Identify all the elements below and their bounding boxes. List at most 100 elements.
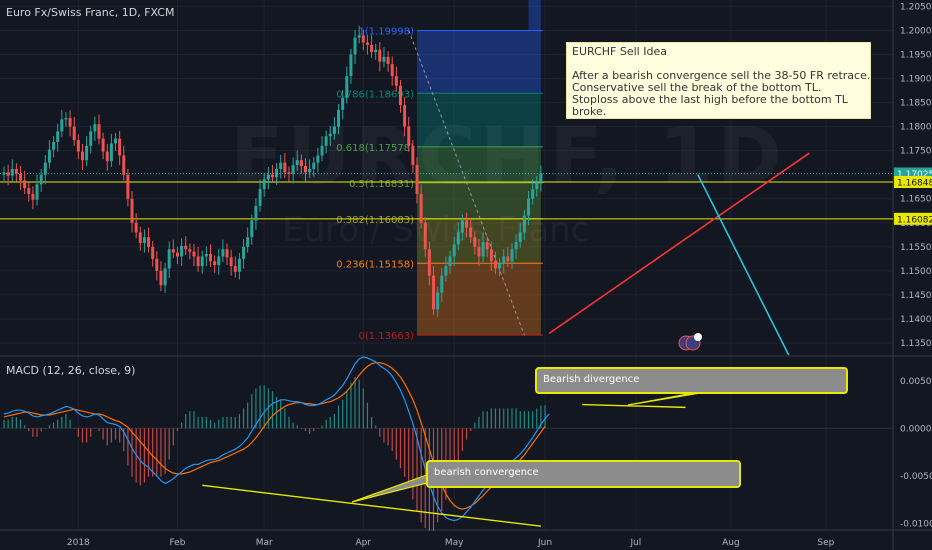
candle-body (320, 145, 324, 156)
price-tick-label: 1.20500 (900, 2, 932, 12)
chart-title[interactable]: Euro Fx/Swiss Franc, 1D, FXCM (6, 6, 175, 19)
macd-histogram-bar (461, 428, 464, 452)
bottom-trendline (548, 152, 810, 335)
idea-note[interactable]: EURCHF Sell Idea After a bearish converg… (566, 42, 871, 119)
macd-histogram-bar (329, 416, 331, 429)
macd-histogram-bar (404, 428, 406, 477)
macd-tick-label: -0.0100 (900, 519, 932, 529)
fib-zone (417, 146, 541, 183)
macd-histogram-bar (242, 408, 245, 429)
macd-histogram-bar (209, 419, 212, 429)
candle-body (427, 249, 431, 276)
macd-histogram-bar (358, 379, 360, 429)
macd-histogram-bar (52, 422, 55, 429)
macd-histogram-bar (94, 428, 96, 429)
price-tick-label: 1.17500 (900, 147, 932, 157)
candle-body (233, 266, 237, 272)
macd-histogram-bar (362, 388, 364, 429)
candle-body (419, 193, 423, 223)
candle-body (361, 35, 365, 43)
date-tick-label: Jun (537, 538, 552, 548)
macd-histogram-bar (292, 422, 294, 429)
candle-body (279, 162, 283, 169)
macd-histogram-bar (193, 411, 195, 429)
macd-histogram-bar (507, 408, 509, 429)
candle-body (312, 162, 316, 169)
macd-label[interactable]: MACD (12, 26, close, 9) (6, 364, 136, 377)
price-tick-label: 1.18500 (900, 99, 932, 109)
macd-histogram-bar (168, 428, 170, 460)
candle-body (242, 246, 246, 259)
price-label: 1.16082 (897, 215, 932, 225)
macd-histogram-bar (379, 428, 381, 437)
candle-body (39, 174, 43, 185)
candle-body (80, 151, 84, 161)
price-label: 1.17025 (897, 170, 932, 180)
macd-histogram-bar (164, 428, 166, 474)
candle-body (31, 193, 35, 200)
candle-body (64, 117, 68, 120)
fib-trend-line (408, 30, 525, 336)
macd-histogram-bar (119, 428, 121, 443)
bearish-convergence-callout[interactable]: bearish convergence (426, 460, 741, 488)
candle-body (138, 232, 142, 243)
candle-body (465, 220, 469, 228)
macd-histogram-bar (370, 416, 373, 429)
candle-body (295, 160, 299, 166)
fib-zone (417, 93, 541, 147)
candle-body (101, 138, 105, 152)
candle-body (502, 256, 506, 264)
macd-histogram-bar (90, 428, 92, 437)
macd-histogram-bar (65, 414, 67, 429)
price-tick-label: 1.14000 (900, 315, 932, 325)
candle-body (370, 44, 374, 53)
macd-histogram-bar (152, 428, 154, 477)
macd-histogram-bar (77, 428, 79, 437)
candle-body (407, 126, 411, 146)
macd-histogram-bar (61, 416, 63, 429)
macd-histogram-bar (375, 425, 377, 429)
candle-body (341, 97, 345, 110)
price-tick-label: 1.20000 (900, 26, 932, 36)
candle-body (76, 140, 80, 152)
macd-histogram-bar (271, 391, 274, 429)
candle-body (56, 131, 60, 142)
macd-histogram-bar (313, 428, 315, 432)
candle-body (93, 124, 97, 132)
candle-body (97, 124, 101, 139)
macd-histogram-bar (114, 428, 117, 440)
candle-body (291, 165, 295, 174)
macd-histogram-bar (395, 428, 397, 460)
candle-body (489, 249, 493, 262)
fib-level-label: 0.382(1.16083) (336, 215, 414, 226)
candle-body (89, 131, 93, 146)
macd-histogram-bar (81, 428, 84, 443)
bearish-divergence-callout[interactable]: Bearish divergence (535, 367, 848, 394)
candle-body (217, 256, 221, 266)
macd-histogram-bar (482, 411, 484, 429)
macd-histogram-bar (317, 428, 319, 429)
candle-body (254, 205, 258, 221)
date-tick-label: Sep (817, 538, 834, 548)
candle-body (167, 249, 171, 269)
macd-histogram-bar (28, 428, 30, 432)
macd-histogram-bar (346, 391, 348, 429)
macd-histogram-bar (284, 408, 286, 429)
candle-body (365, 42, 369, 45)
note-line: Conservative sell the break of the botto… (572, 81, 822, 94)
macd-histogram-bar (36, 428, 38, 437)
macd-convergence-line (202, 484, 541, 527)
candle-body (469, 227, 473, 238)
macd-histogram-bar (201, 416, 203, 429)
candle-body (485, 242, 489, 250)
candle-body (209, 254, 212, 262)
macd-histogram-bar (176, 428, 179, 432)
fib-zone (417, 263, 541, 336)
candle-body (171, 249, 175, 253)
macd-histogram-bar (267, 388, 269, 429)
macd-histogram-bar (474, 422, 476, 429)
candle-body (332, 126, 336, 134)
macd-histogram-bar (532, 411, 534, 429)
macd-histogram-bar (40, 428, 42, 432)
